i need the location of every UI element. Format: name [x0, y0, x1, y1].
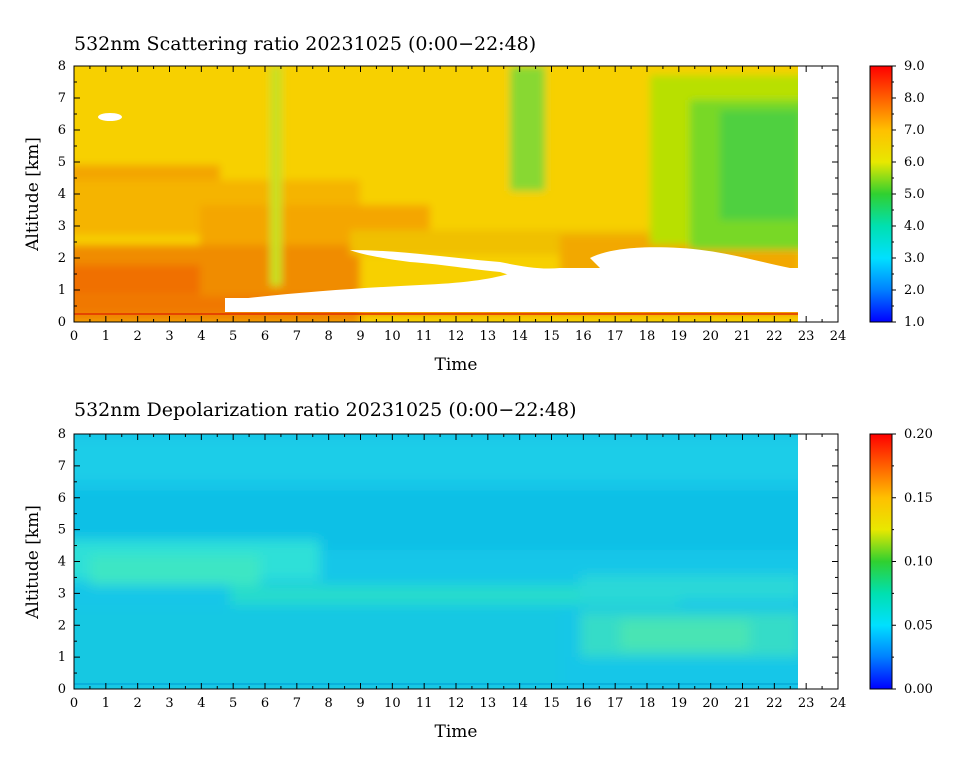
scattering-xtick-label: 20 — [702, 329, 719, 344]
depolarization-xtick-label: 1 — [102, 696, 110, 711]
scattering-ytick-label: 6 — [58, 123, 66, 138]
depolarization-xtick-label: 9 — [356, 696, 364, 711]
depolarization-xtick-label: 11 — [416, 696, 433, 711]
depolarization-xtick-label: 18 — [639, 696, 656, 711]
depolarization-xtick-label: 24 — [830, 696, 847, 711]
scattering-xtick-label: 22 — [766, 329, 783, 344]
scattering-field — [74, 66, 798, 322]
scattering-xtick-label: 24 — [830, 329, 847, 344]
depolarization-xtick-label: 21 — [734, 696, 751, 711]
scattering-xtick-label: 8 — [325, 329, 333, 344]
scattering-xtick-label: 3 — [165, 329, 173, 344]
scattering-ytick-label: 3 — [58, 219, 66, 234]
scattering-xtick-label: 14 — [511, 329, 528, 344]
scattering-cbar-label: 6.0 — [904, 155, 925, 170]
depolarization-title: 532nm Depolarization ratio 20231025 (0:0… — [74, 399, 576, 421]
depolarization-xtick-label: 4 — [197, 696, 205, 711]
depolarization-cbar-label: 0.10 — [904, 555, 933, 570]
scattering-xtick-label: 1 — [102, 329, 110, 344]
depolarization-cbar-label: 0.20 — [904, 427, 933, 442]
depolarization-ytick-label: 1 — [58, 650, 66, 665]
depolarization-xtick-label: 0 — [70, 696, 78, 711]
depolarization-cbar-label: 0.15 — [904, 491, 933, 506]
scattering-xtick-label: 17 — [607, 329, 624, 344]
scattering-xtick-label: 15 — [543, 329, 560, 344]
scattering-xtick-label: 11 — [416, 329, 433, 344]
depolarization-colorbar — [869, 433, 893, 690]
depolarization-xtick-label: 7 — [293, 696, 301, 711]
scattering-ytick-label: 0 — [58, 315, 66, 330]
depolarization-xtick-label: 2 — [134, 696, 142, 711]
scattering-cbar-label: 9.0 — [904, 59, 925, 74]
scattering-xtick-label: 7 — [293, 329, 301, 344]
depolarization-colorbar-ticks: 0.00 0.05 0.10 0.15 0.20 — [892, 427, 933, 697]
scattering-colorbar — [869, 65, 893, 323]
depolarization-xtick-label: 6 — [261, 696, 269, 711]
scattering-xlabel: Time — [435, 355, 478, 375]
depolarization-xtick-label: 5 — [229, 696, 237, 711]
scattering-xtick-label: 2 — [134, 329, 142, 344]
scattering-cbar-label: 3.0 — [904, 251, 925, 266]
depolarization-ytick-label: 0 — [58, 682, 66, 697]
scattering-ytick-label: 7 — [58, 91, 66, 106]
scattering-xtick-label: 9 — [356, 329, 364, 344]
scattering-cbar-label: 1.0 — [904, 315, 925, 330]
depolarization-axes: 0 1 2 3 4 5 6 7 8 9 10 11 12 13 14 15 16 17 18 19 20 21 22 23 24… — [58, 427, 847, 711]
scattering-ylabel: Altitude [km] — [23, 137, 43, 252]
depolarization-xtick-label: 3 — [165, 696, 173, 711]
scattering-cbar-label: 7.0 — [904, 123, 925, 138]
depolarization-cbar-label: 0.00 — [904, 682, 933, 697]
depolarization-ytick-label: 6 — [58, 491, 66, 506]
scattering-ytick-label: 5 — [58, 155, 66, 170]
scattering-axes: 0 1 2 3 4 5 6 7 8 9 10 11 12 13 14 15 16 17 18 19 20 21 22 23 24… — [58, 59, 847, 344]
scattering-title: 532nm Scattering ratio 20231025 (0:00−22… — [74, 33, 536, 55]
depolarization-xtick-label: 23 — [798, 696, 815, 711]
scattering-cbar-label: 4.0 — [904, 219, 925, 234]
depolarization-ytick-label: 3 — [58, 586, 66, 601]
depolarization-xtick-label: 8 — [325, 696, 333, 711]
depolarization-cbar-label: 0.05 — [904, 618, 933, 633]
depolarization-xtick-label: 10 — [384, 696, 401, 711]
depolarization-xtick-label: 14 — [511, 696, 528, 711]
depolarization-xtick-label: 13 — [480, 696, 497, 711]
depolarization-xtick-label: 15 — [543, 696, 560, 711]
depolarization-xtick-label: 12 — [448, 696, 465, 711]
scattering-xtick-label: 0 — [70, 329, 78, 344]
scattering-ytick-label: 2 — [58, 251, 66, 266]
depolarization-ratio-panel: 532nm Depolarization ratio 20231025 (0:0… — [23, 399, 933, 742]
depolarization-xtick-label: 19 — [671, 696, 688, 711]
scattering-xtick-label: 4 — [197, 329, 205, 344]
depolarization-xtick-label: 20 — [702, 696, 719, 711]
scattering-colorbar-ticks: 1.0 2.0 3.0 4.0 5.0 6.0 7.0 8.0 9.0 — [892, 59, 925, 330]
scattering-xtick-label: 21 — [734, 329, 751, 344]
depolarization-xlabel: Time — [435, 722, 478, 742]
scattering-xtick-label: 19 — [671, 329, 688, 344]
scattering-ytick-label: 8 — [58, 59, 66, 74]
depolarization-ytick-label: 5 — [58, 523, 66, 538]
scattering-xtick-label: 10 — [384, 329, 401, 344]
scattering-xtick-label: 18 — [639, 329, 656, 344]
scattering-ratio-panel: 532nm Scattering ratio 20231025 (0:00−22… — [23, 33, 925, 375]
scattering-xtick-label: 12 — [448, 329, 465, 344]
scattering-cbar-label: 8.0 — [904, 91, 925, 106]
scattering-xtick-label: 23 — [798, 329, 815, 344]
depolarization-ytick-label: 4 — [58, 555, 66, 570]
scattering-xtick-label: 16 — [575, 329, 592, 344]
depolarization-xtick-label: 16 — [575, 696, 592, 711]
scattering-ytick-label: 4 — [58, 187, 66, 202]
scattering-xtick-label: 6 — [261, 329, 269, 344]
scattering-cbar-label: 5.0 — [904, 187, 925, 202]
scattering-cbar-label: 2.0 — [904, 283, 925, 298]
depolarization-field — [74, 434, 798, 689]
depolarization-ytick-label: 2 — [58, 618, 66, 633]
depolarization-ytick-label: 7 — [58, 459, 66, 474]
scattering-xtick-label: 13 — [480, 329, 497, 344]
depolarization-xtick-label: 22 — [766, 696, 783, 711]
depolarization-ylabel: Altitude [km] — [23, 505, 43, 620]
depolarization-xtick-label: 17 — [607, 696, 624, 711]
depolarization-ytick-label: 8 — [58, 427, 66, 442]
scattering-ytick-label: 1 — [58, 283, 66, 298]
scattering-xtick-label: 5 — [229, 329, 237, 344]
